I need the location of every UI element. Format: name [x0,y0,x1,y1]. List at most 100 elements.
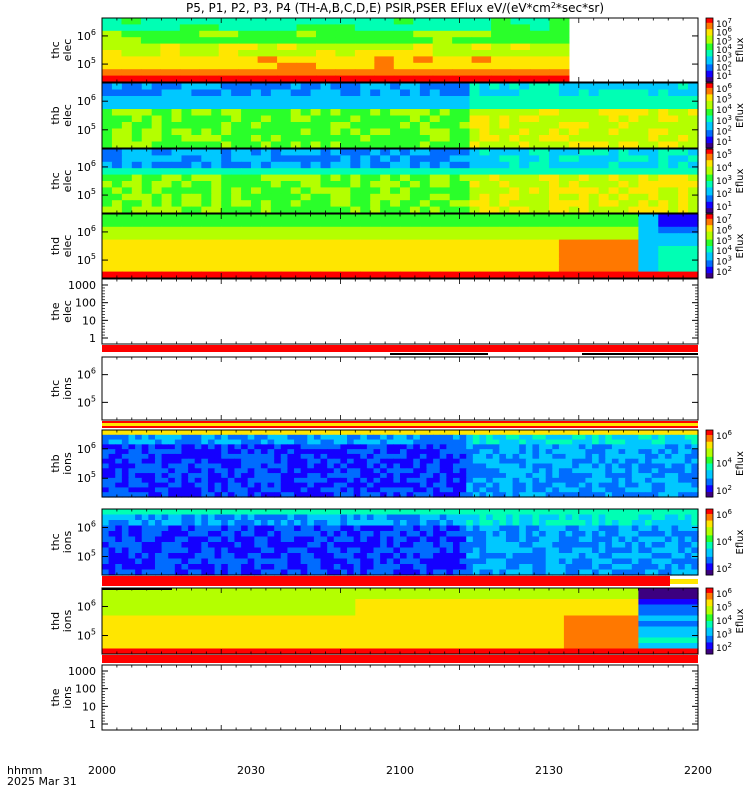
spectrogram-cell [565,444,573,450]
spectrogram-cell [658,271,679,279]
spectrogram-cell [380,233,401,241]
spectrogram-cell [486,525,494,532]
spectrogram-cell [360,96,371,104]
spectrogram-cell [201,220,222,228]
spectrogram-cell [374,62,395,70]
spectrogram-cell [568,149,580,156]
spectrogram-cell [201,109,212,117]
spectrogram-cell [598,115,610,123]
spectrogram-cell [267,514,275,521]
spectrogram-cell [558,174,570,182]
spectrogram-cell [638,434,646,441]
spectrogram-cell [658,233,679,241]
spectrogram-cell [678,453,686,460]
colorbar-segment [706,214,713,217]
spectrogram-cell [406,473,414,479]
spectrogram-cell [572,514,580,521]
spectrogram-cell [181,220,202,228]
spectrogram-cell [300,122,312,130]
spectrogram-cell [439,492,447,498]
spectrogram-cell [638,564,646,571]
spectrogram-cell [439,444,447,450]
spectrogram-cell [578,239,600,247]
spectrogram-cell [400,271,421,279]
colorbar-tick-label: 107 [716,17,732,30]
spectrogram-cell [238,62,259,70]
spectrogram-cell [231,181,242,188]
spectrogram-cell [413,553,421,560]
spectrogram-cell [374,50,395,57]
spectrogram-cell [638,520,646,527]
spectrogram-cell [181,463,189,469]
spectrogram-cell [151,89,163,97]
spectrogram-cell [645,536,653,543]
spectrogram-cell [539,252,560,260]
spectrogram-cell [539,226,560,234]
spectrogram-cell [469,187,481,195]
spectrogram-cell [452,542,461,549]
spectrogram-cell [320,161,332,169]
spectrogram-cell [651,458,659,465]
spectrogram-cell [439,430,447,436]
spectrogram-cell [300,520,308,527]
spectrogram-cell [429,89,441,97]
spectrogram-cell [307,520,315,527]
spectrogram-cell [459,149,471,156]
spectrogram-cell [510,43,531,51]
spectrogram-cell [658,155,669,163]
spectrogram-cell [296,30,317,38]
spectrogram-cell [330,128,341,136]
spectrogram-cell [386,536,394,543]
spectrogram-cell [618,453,626,460]
spectrogram-cell [330,109,341,117]
spectrogram-cell [194,449,202,455]
spectrogram-cell [592,458,600,465]
spectrogram-cell [260,233,282,241]
spectrogram-cell [479,161,490,169]
spectrogram-cell [115,463,123,469]
spectrogram-cell [221,135,232,143]
spectrogram-cell [141,252,163,260]
spectrogram-cell [188,564,196,571]
spectrogram-cell [370,122,381,130]
spectrogram-cell [274,564,282,571]
spectrogram-cell [179,37,200,45]
spectrogram-cell [552,473,560,479]
spectrogram-cell [648,149,659,156]
spectrogram-cell [678,509,686,516]
spectrogram-cell [310,122,322,130]
spectrogram-cell [254,520,262,527]
spectrogram-cell [327,482,335,489]
colorbar-segment [706,126,713,130]
spectrogram-cell [360,206,371,214]
spectrogram-cell [135,514,143,521]
spectrogram-cell [426,482,434,489]
spectrogram-cell [313,439,322,445]
spectrogram-cell [578,252,600,260]
spectrogram-cell [108,487,116,493]
spectrogram-cell [207,542,216,549]
spectrogram-cell [519,155,530,163]
spectrogram-cell [161,155,173,163]
spectrogram-cell [558,258,580,266]
spectrogram-cell [419,434,428,441]
spectrogram-cell [390,200,401,208]
spectrogram-cell [102,569,110,576]
spectrogram-cell [194,482,202,489]
spectrogram-cell [509,174,520,182]
spectrogram-cell [380,128,391,136]
spectrogram-cell [419,174,431,182]
spectrogram-cell [231,102,242,110]
spectrogram-cell [347,542,355,549]
spectrogram-cell [102,135,113,143]
spectrogram-cell [519,96,530,104]
spectrogram-cell [141,187,153,195]
spectrogram-cell [168,468,176,474]
spectrogram-cell [625,473,633,479]
spectrogram-cell [102,226,123,234]
colorbar-segment [706,231,713,234]
spectrogram-cell [499,135,510,143]
spectrogram-cell [628,83,639,91]
spectrogram-cell [489,193,500,201]
spectrogram-cell [618,542,626,549]
